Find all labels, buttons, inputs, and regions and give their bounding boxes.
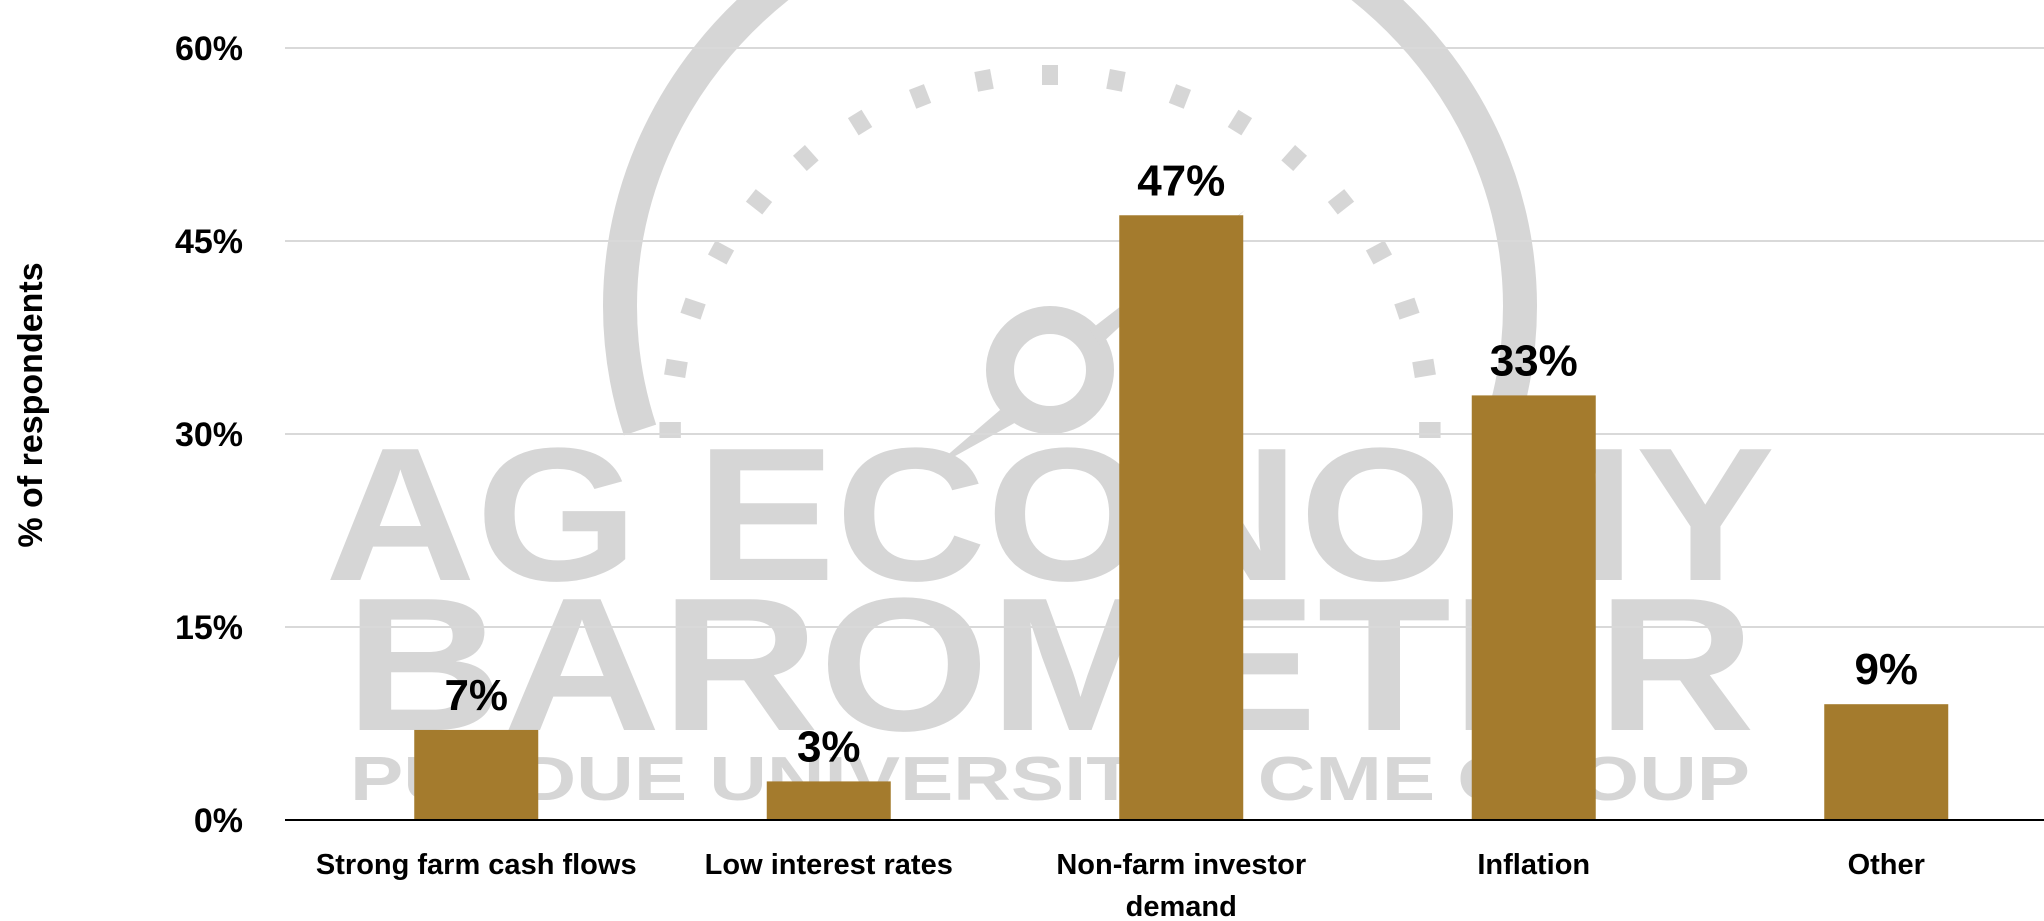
category-labels: Strong farm cash flows Low interest rates… bbox=[316, 849, 1925, 921]
bar bbox=[1824, 704, 1949, 820]
watermark-gauge-tick bbox=[1227, 109, 1253, 136]
bar bbox=[1471, 395, 1596, 820]
data-label: 7% bbox=[444, 671, 508, 720]
y-tick-label: 15% bbox=[175, 609, 243, 647]
watermark-gauge-tick bbox=[974, 69, 994, 92]
watermark-gauge-tick bbox=[1168, 84, 1192, 109]
category-label: Inflation bbox=[1477, 849, 1590, 881]
bar bbox=[766, 781, 891, 820]
watermark-gauge-hub bbox=[986, 306, 1114, 434]
data-label: 9% bbox=[1854, 645, 1918, 694]
y-tick-label: 30% bbox=[175, 416, 243, 454]
watermark-gauge-tick bbox=[1412, 358, 1436, 378]
watermark-gauge-tick bbox=[1281, 145, 1307, 172]
watermark-gauge-tick bbox=[1365, 240, 1393, 265]
category-label: Low interest rates bbox=[705, 849, 953, 881]
watermark-gauge-tick bbox=[707, 240, 735, 265]
watermark-gauge-tick bbox=[1327, 189, 1355, 215]
watermark-gauge-tick bbox=[664, 358, 688, 378]
data-labels: 7% 3% 47% 33% 9% bbox=[444, 156, 1918, 771]
bars bbox=[414, 215, 1949, 820]
watermark-gauge-tick bbox=[745, 189, 773, 215]
watermark-gauge-tick bbox=[847, 109, 873, 136]
y-tick-label: 60% bbox=[175, 30, 243, 68]
watermark-gauge-ticks bbox=[659, 65, 1441, 438]
y-axis-title: % of respondents bbox=[12, 262, 50, 547]
watermark-gauge-tick bbox=[680, 297, 706, 320]
y-tick-label: 0% bbox=[194, 802, 243, 840]
category-label: Other bbox=[1848, 849, 1925, 881]
data-label: 47% bbox=[1137, 156, 1225, 205]
watermark-gauge-arc bbox=[603, 0, 1537, 436]
watermark-gauge-tick bbox=[1106, 69, 1126, 92]
y-tick-labels: 0% 15% 30% 45% 60% bbox=[175, 30, 243, 840]
bar bbox=[1119, 215, 1244, 820]
watermark-gauge-tick bbox=[793, 145, 819, 172]
category-label: Non-farm investor demand bbox=[1056, 849, 1306, 921]
bar bbox=[414, 729, 539, 820]
y-tick-label: 45% bbox=[175, 223, 243, 261]
category-label: Strong farm cash flows bbox=[316, 849, 637, 881]
watermark-gauge-tick bbox=[908, 84, 932, 109]
data-label: 3% bbox=[797, 722, 861, 771]
watermark-gauge-tick bbox=[1394, 297, 1420, 320]
data-label: 33% bbox=[1490, 336, 1578, 385]
